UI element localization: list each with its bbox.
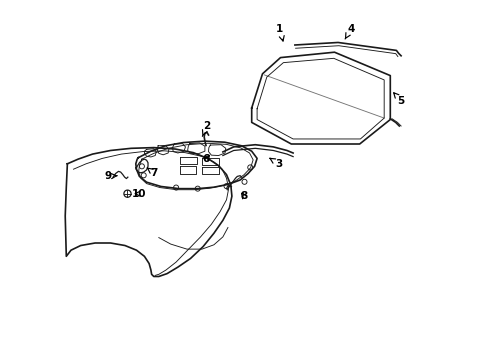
Text: 7: 7 — [147, 168, 157, 178]
Text: 4: 4 — [345, 24, 354, 39]
Text: 8: 8 — [240, 191, 247, 201]
Text: 9: 9 — [104, 171, 117, 181]
Text: 2: 2 — [202, 121, 210, 136]
Text: 3: 3 — [269, 158, 282, 169]
Text: 10: 10 — [132, 189, 146, 199]
Text: 1: 1 — [276, 24, 284, 41]
Text: 6: 6 — [203, 154, 209, 164]
Text: 5: 5 — [393, 93, 404, 106]
